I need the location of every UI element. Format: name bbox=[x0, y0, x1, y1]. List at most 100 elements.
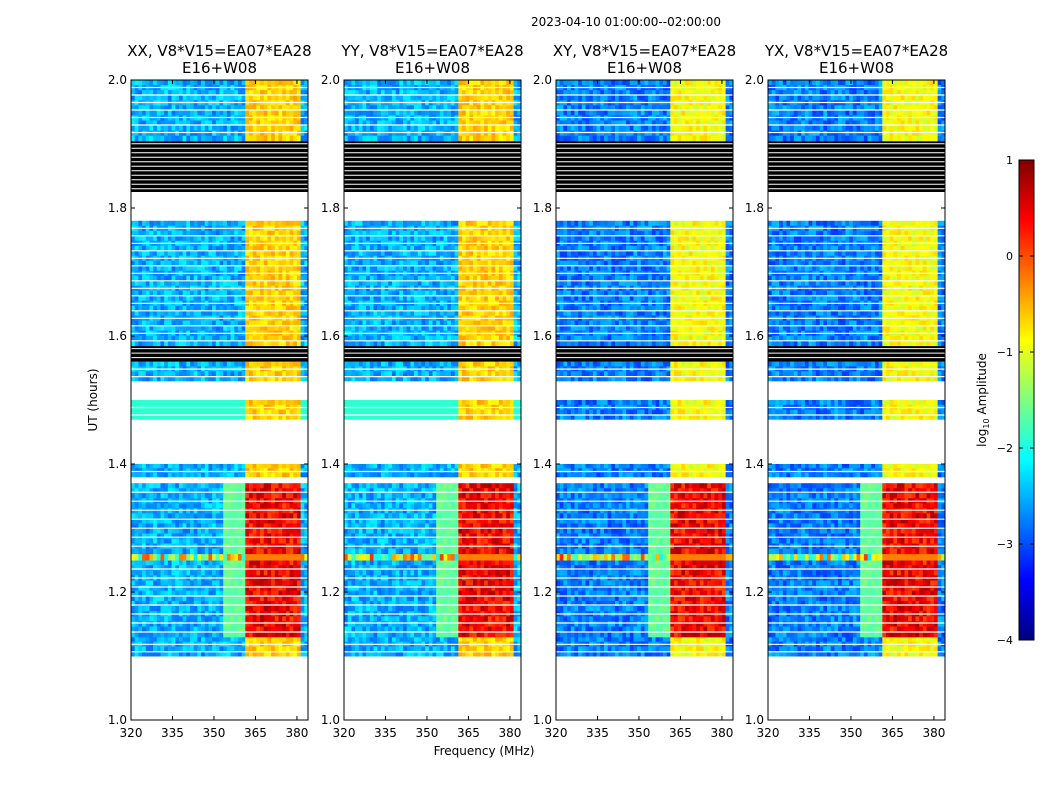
heatmap-cell bbox=[271, 320, 276, 327]
heatmap-cell bbox=[454, 580, 459, 587]
heatmap-cell bbox=[186, 590, 191, 597]
heatmap-cell bbox=[289, 320, 294, 327]
heatmap-cell bbox=[436, 595, 441, 602]
heatmap-cell bbox=[164, 595, 169, 602]
heatmap-cell bbox=[252, 371, 257, 377]
heatmap-cell bbox=[145, 361, 150, 367]
x-tick-label: 365 bbox=[244, 726, 267, 740]
heatmap-cell bbox=[175, 250, 180, 257]
heatmap-cell bbox=[289, 468, 294, 474]
heatmap-cell bbox=[182, 636, 187, 643]
heatmap-cell bbox=[304, 585, 309, 592]
heatmap-cell bbox=[260, 636, 265, 643]
heatmap-cell bbox=[175, 503, 180, 509]
heatmap-cell bbox=[226, 651, 232, 657]
heatmap-cell bbox=[134, 565, 139, 571]
heatmap-cell bbox=[300, 548, 305, 555]
heatmap-cell bbox=[131, 245, 136, 252]
heatmap-cell bbox=[149, 290, 154, 297]
heatmap-cell bbox=[204, 560, 209, 566]
heatmap-cell bbox=[201, 560, 206, 566]
heatmap-cell bbox=[241, 95, 246, 101]
heatmap-cell bbox=[131, 606, 136, 612]
heatmap-cell bbox=[391, 606, 397, 612]
panel-title-line2: E16+W08 bbox=[395, 59, 470, 77]
heatmap-cell bbox=[160, 538, 165, 545]
heatmap-cell bbox=[267, 340, 272, 347]
heatmap-cell bbox=[271, 590, 276, 597]
heatmap-cell bbox=[249, 600, 254, 607]
heatmap-cell bbox=[160, 585, 165, 592]
heatmap-cell bbox=[285, 616, 291, 622]
heatmap-cell bbox=[260, 110, 265, 116]
heatmap-cell bbox=[278, 335, 283, 342]
heatmap-cell bbox=[219, 636, 224, 643]
heatmap-cell bbox=[260, 230, 265, 237]
heatmap-cell bbox=[175, 600, 180, 607]
heatmap-cell bbox=[138, 245, 143, 252]
heatmap-cell bbox=[495, 631, 500, 638]
heatmap-cell bbox=[502, 616, 507, 622]
heatmap-cell bbox=[256, 235, 261, 242]
heatmap-cell bbox=[226, 130, 232, 137]
heatmap-cell bbox=[252, 646, 257, 652]
heatmap-cell bbox=[215, 361, 220, 367]
heatmap-cell bbox=[153, 115, 158, 122]
heatmap-cell bbox=[391, 560, 397, 566]
heatmap-cell bbox=[274, 483, 279, 489]
heatmap-cell bbox=[138, 621, 143, 628]
heatmap-cell bbox=[300, 616, 305, 622]
heatmap-cell bbox=[145, 280, 150, 287]
heatmap-cell bbox=[304, 275, 309, 282]
heatmap-cell bbox=[171, 595, 176, 602]
heatmap-cell bbox=[282, 245, 287, 252]
heatmap-cell bbox=[153, 621, 158, 628]
heatmap-cell bbox=[388, 621, 393, 628]
heatmap-cell bbox=[186, 606, 191, 612]
heatmap-cell bbox=[249, 400, 254, 406]
heatmap-cell bbox=[362, 585, 367, 592]
heatmap-cell bbox=[517, 651, 522, 657]
heatmap-cell bbox=[134, 538, 139, 545]
heatmap-cell bbox=[425, 570, 430, 576]
heatmap-cell bbox=[267, 483, 272, 489]
heatmap-cells bbox=[344, 80, 522, 657]
heatmap-cell bbox=[498, 621, 504, 628]
heatmap-cell bbox=[164, 220, 169, 227]
heatmap-cell bbox=[304, 295, 309, 302]
heatmap-cell bbox=[237, 488, 243, 494]
heatmap-cell bbox=[142, 538, 147, 545]
heatmap-cell bbox=[197, 528, 202, 534]
heatmap-cell bbox=[263, 513, 268, 519]
heatmap-cell bbox=[285, 105, 291, 111]
heatmap-cell bbox=[384, 651, 389, 657]
heatmap-cell bbox=[223, 310, 228, 317]
heatmap-cell bbox=[142, 518, 147, 524]
heatmap-cell bbox=[171, 295, 176, 302]
heatmap-cell bbox=[274, 553, 279, 558]
heatmap-cell bbox=[204, 120, 209, 127]
heatmap-cell bbox=[344, 631, 349, 638]
heatmap-cell bbox=[230, 135, 235, 142]
heatmap-cell bbox=[237, 230, 243, 237]
heatmap-cell bbox=[304, 335, 309, 342]
heatmap-cell bbox=[252, 621, 257, 628]
heatmap-cell bbox=[263, 528, 268, 534]
heatmap-cell bbox=[355, 646, 360, 652]
heatmap-cell bbox=[223, 636, 228, 643]
heatmap-cell bbox=[149, 503, 154, 509]
heatmap-cell bbox=[296, 260, 302, 267]
heatmap-cell bbox=[304, 125, 309, 132]
heatmap-cell bbox=[215, 560, 220, 566]
heatmap-cell bbox=[234, 513, 239, 519]
heatmap-cell bbox=[182, 518, 187, 524]
heatmap-cell bbox=[208, 80, 213, 86]
heatmap-cell bbox=[380, 626, 386, 633]
heatmap-cell bbox=[212, 626, 217, 633]
heatmap-cell bbox=[241, 295, 246, 302]
heatmap-cell bbox=[304, 80, 309, 86]
heatmap-cell bbox=[487, 651, 492, 657]
heatmap-cell bbox=[517, 570, 522, 576]
heatmap-cell bbox=[428, 631, 433, 638]
heatmap-cell bbox=[300, 125, 305, 132]
